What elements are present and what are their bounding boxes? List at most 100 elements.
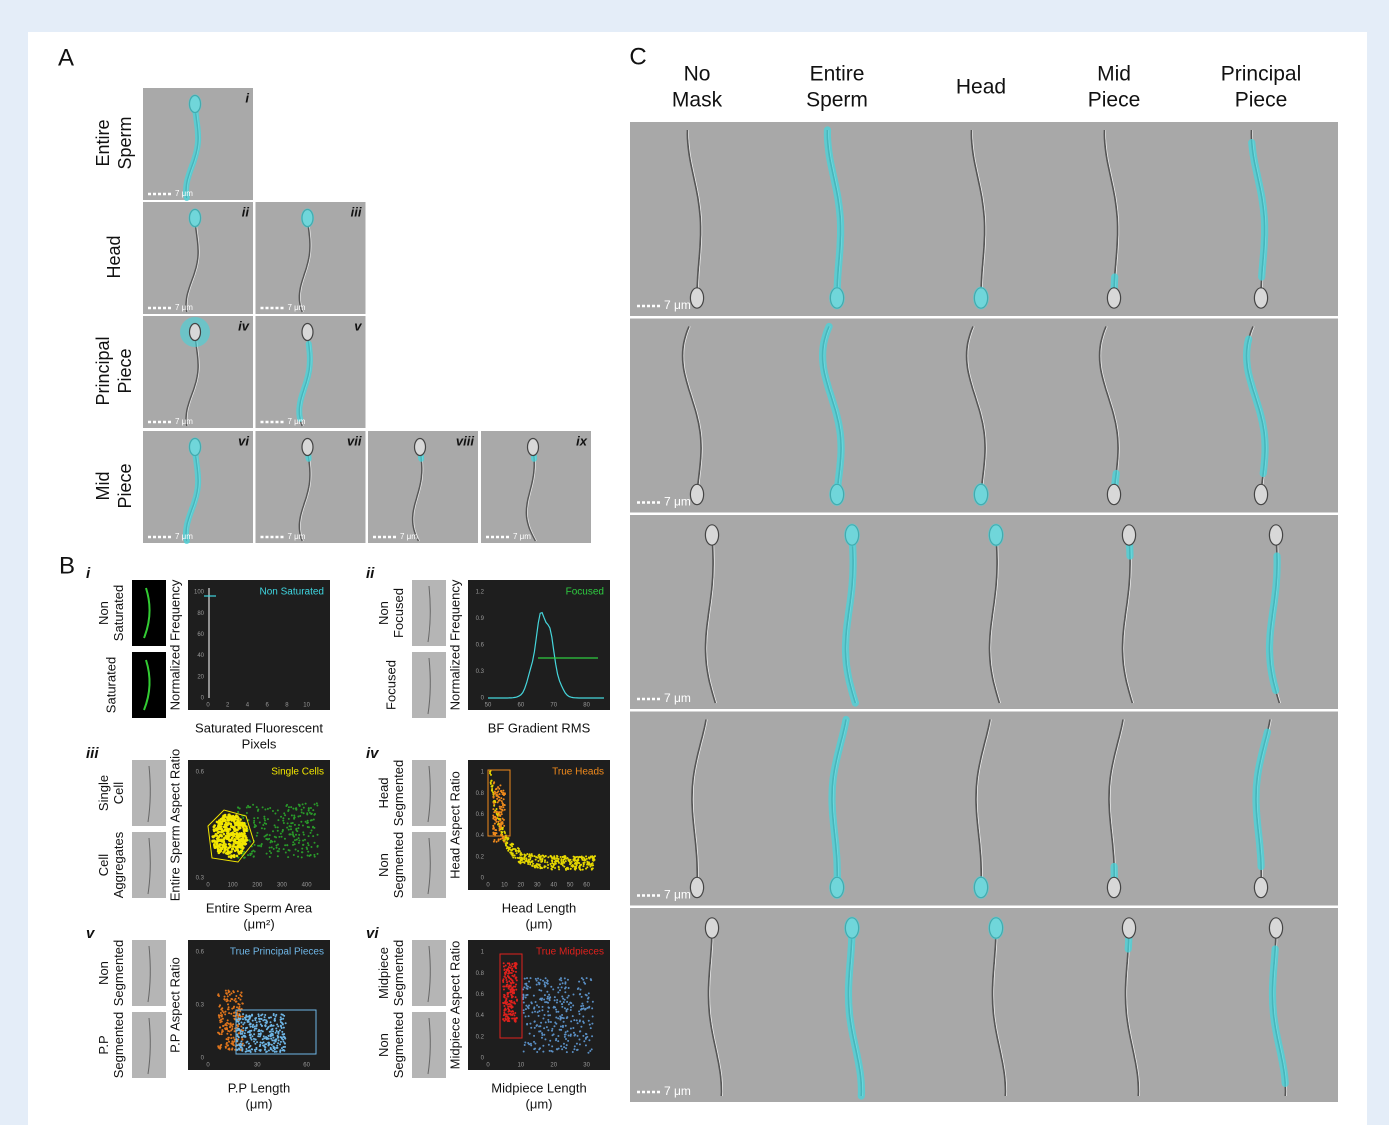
- scatter-texture: [523, 1009, 525, 1011]
- scatter-texture: [538, 1031, 540, 1033]
- scatter-texture: [495, 829, 497, 831]
- x-axis-label: BF Gradient RMS: [488, 720, 591, 735]
- scatter-texture: [249, 1026, 251, 1028]
- scatter-texture: [310, 832, 312, 834]
- scatter-texture: [509, 1003, 511, 1005]
- scatter-texture: [240, 1025, 242, 1027]
- scatter-texture: [583, 1022, 585, 1024]
- label-line: Focused: [391, 588, 406, 638]
- scatter-texture: [543, 1034, 545, 1036]
- y-axis-label: Midpiece Aspect Ratio: [447, 941, 462, 1070]
- scatter-texture: [284, 1042, 286, 1044]
- sub-panel-numeral: ii: [366, 565, 375, 582]
- scale-bar-label: 7 μm: [288, 532, 306, 541]
- scatter-texture: [553, 863, 555, 865]
- scatter-texture: [511, 982, 513, 984]
- x-tick-label: 200: [252, 883, 263, 889]
- scatter-texture: [303, 807, 305, 809]
- scatter-texture: [530, 1027, 532, 1029]
- scatter-texture: [237, 817, 240, 820]
- plot-area: [468, 760, 610, 890]
- scatter-texture: [499, 784, 501, 786]
- scatter-texture: [536, 1024, 538, 1026]
- scatter-texture: [507, 1011, 509, 1013]
- scatter-texture: [535, 859, 537, 861]
- scatter-texture: [561, 1048, 563, 1050]
- sub-panel-numeral: vi: [366, 925, 379, 942]
- scatter-texture: [516, 979, 518, 981]
- scatter-texture: [284, 1038, 286, 1040]
- scatter-texture: [572, 1027, 574, 1029]
- scale-bar-label: 7 μm: [175, 532, 193, 541]
- scatter-texture: [496, 798, 498, 800]
- scatter-texture: [220, 1014, 222, 1016]
- scatter-texture: [268, 1044, 270, 1046]
- scatter-texture: [297, 827, 299, 829]
- scatter-texture: [502, 806, 504, 808]
- scatter-texture: [511, 845, 513, 847]
- scatter-texture: [247, 854, 249, 856]
- y-tick-label: 0.4: [476, 833, 485, 839]
- page: A B C EntireSpermi7 μmHeadii7 μmiii7 μmP…: [0, 0, 1389, 1125]
- scatter-texture: [317, 853, 319, 855]
- scatter-texture: [227, 1037, 229, 1039]
- scatter-texture: [554, 867, 556, 869]
- scatter-texture: [256, 1041, 258, 1043]
- x-axis-label: (μm): [246, 1096, 273, 1111]
- scatter-texture: [227, 1030, 229, 1032]
- scatter-texture: [217, 993, 219, 995]
- scatter-texture: [312, 809, 314, 811]
- scatter-texture: [279, 1029, 281, 1031]
- scatter-texture: [284, 838, 286, 840]
- label-line: Head: [104, 235, 124, 278]
- scatter-texture: [260, 1023, 262, 1025]
- scatter-texture: [288, 806, 290, 808]
- scatter-texture: [491, 786, 493, 788]
- scatter-texture: [235, 995, 237, 997]
- scatter-texture: [513, 982, 515, 984]
- scatter-texture: [581, 856, 583, 858]
- scatter-texture: [253, 822, 255, 824]
- scatter-texture: [295, 829, 297, 831]
- scatter-texture: [245, 1036, 247, 1038]
- scatter-texture: [538, 989, 540, 991]
- scatter-texture: [502, 981, 504, 983]
- scatter-texture: [244, 1032, 246, 1034]
- scatter-texture: [557, 861, 559, 863]
- scatter-texture: [501, 800, 503, 802]
- scatter-texture: [219, 1004, 221, 1006]
- scatter-texture: [230, 854, 233, 857]
- scatter-texture: [524, 983, 526, 985]
- scatter-texture: [587, 1052, 589, 1054]
- scatter-texture: [494, 801, 496, 803]
- scatter-texture: [224, 996, 226, 998]
- scatter-texture: [508, 971, 510, 973]
- scatter-texture: [248, 839, 250, 841]
- x-tick-label: 300: [277, 883, 288, 889]
- scatter-texture: [547, 996, 549, 998]
- scatter-texture: [496, 811, 498, 813]
- scatter-texture: [550, 986, 552, 988]
- tile-numeral: ix: [576, 433, 588, 448]
- scatter-texture: [265, 838, 267, 840]
- label-line: Entire: [93, 119, 113, 166]
- image-strip: [630, 908, 1338, 1102]
- x-tick-label: 50: [567, 883, 574, 889]
- scatter-texture: [512, 1013, 514, 1015]
- scatter-texture: [241, 995, 243, 997]
- scatter-texture: [511, 1000, 513, 1002]
- scatter-texture: [503, 837, 505, 839]
- mask-overlay: [829, 483, 845, 506]
- scatter-texture: [544, 859, 546, 861]
- gate-label: Focused: [566, 587, 604, 598]
- scatter-texture: [566, 1044, 568, 1046]
- scatter-texture: [277, 850, 279, 852]
- scatter-texture: [285, 1022, 287, 1024]
- scatter-texture: [527, 994, 529, 996]
- scatter-texture: [590, 1027, 592, 1029]
- scatter-texture: [213, 829, 216, 832]
- x-tick-label: 10: [518, 1063, 525, 1069]
- scatter-texture: [237, 990, 239, 992]
- scatter-texture: [303, 834, 305, 836]
- scatter-texture: [227, 1019, 229, 1021]
